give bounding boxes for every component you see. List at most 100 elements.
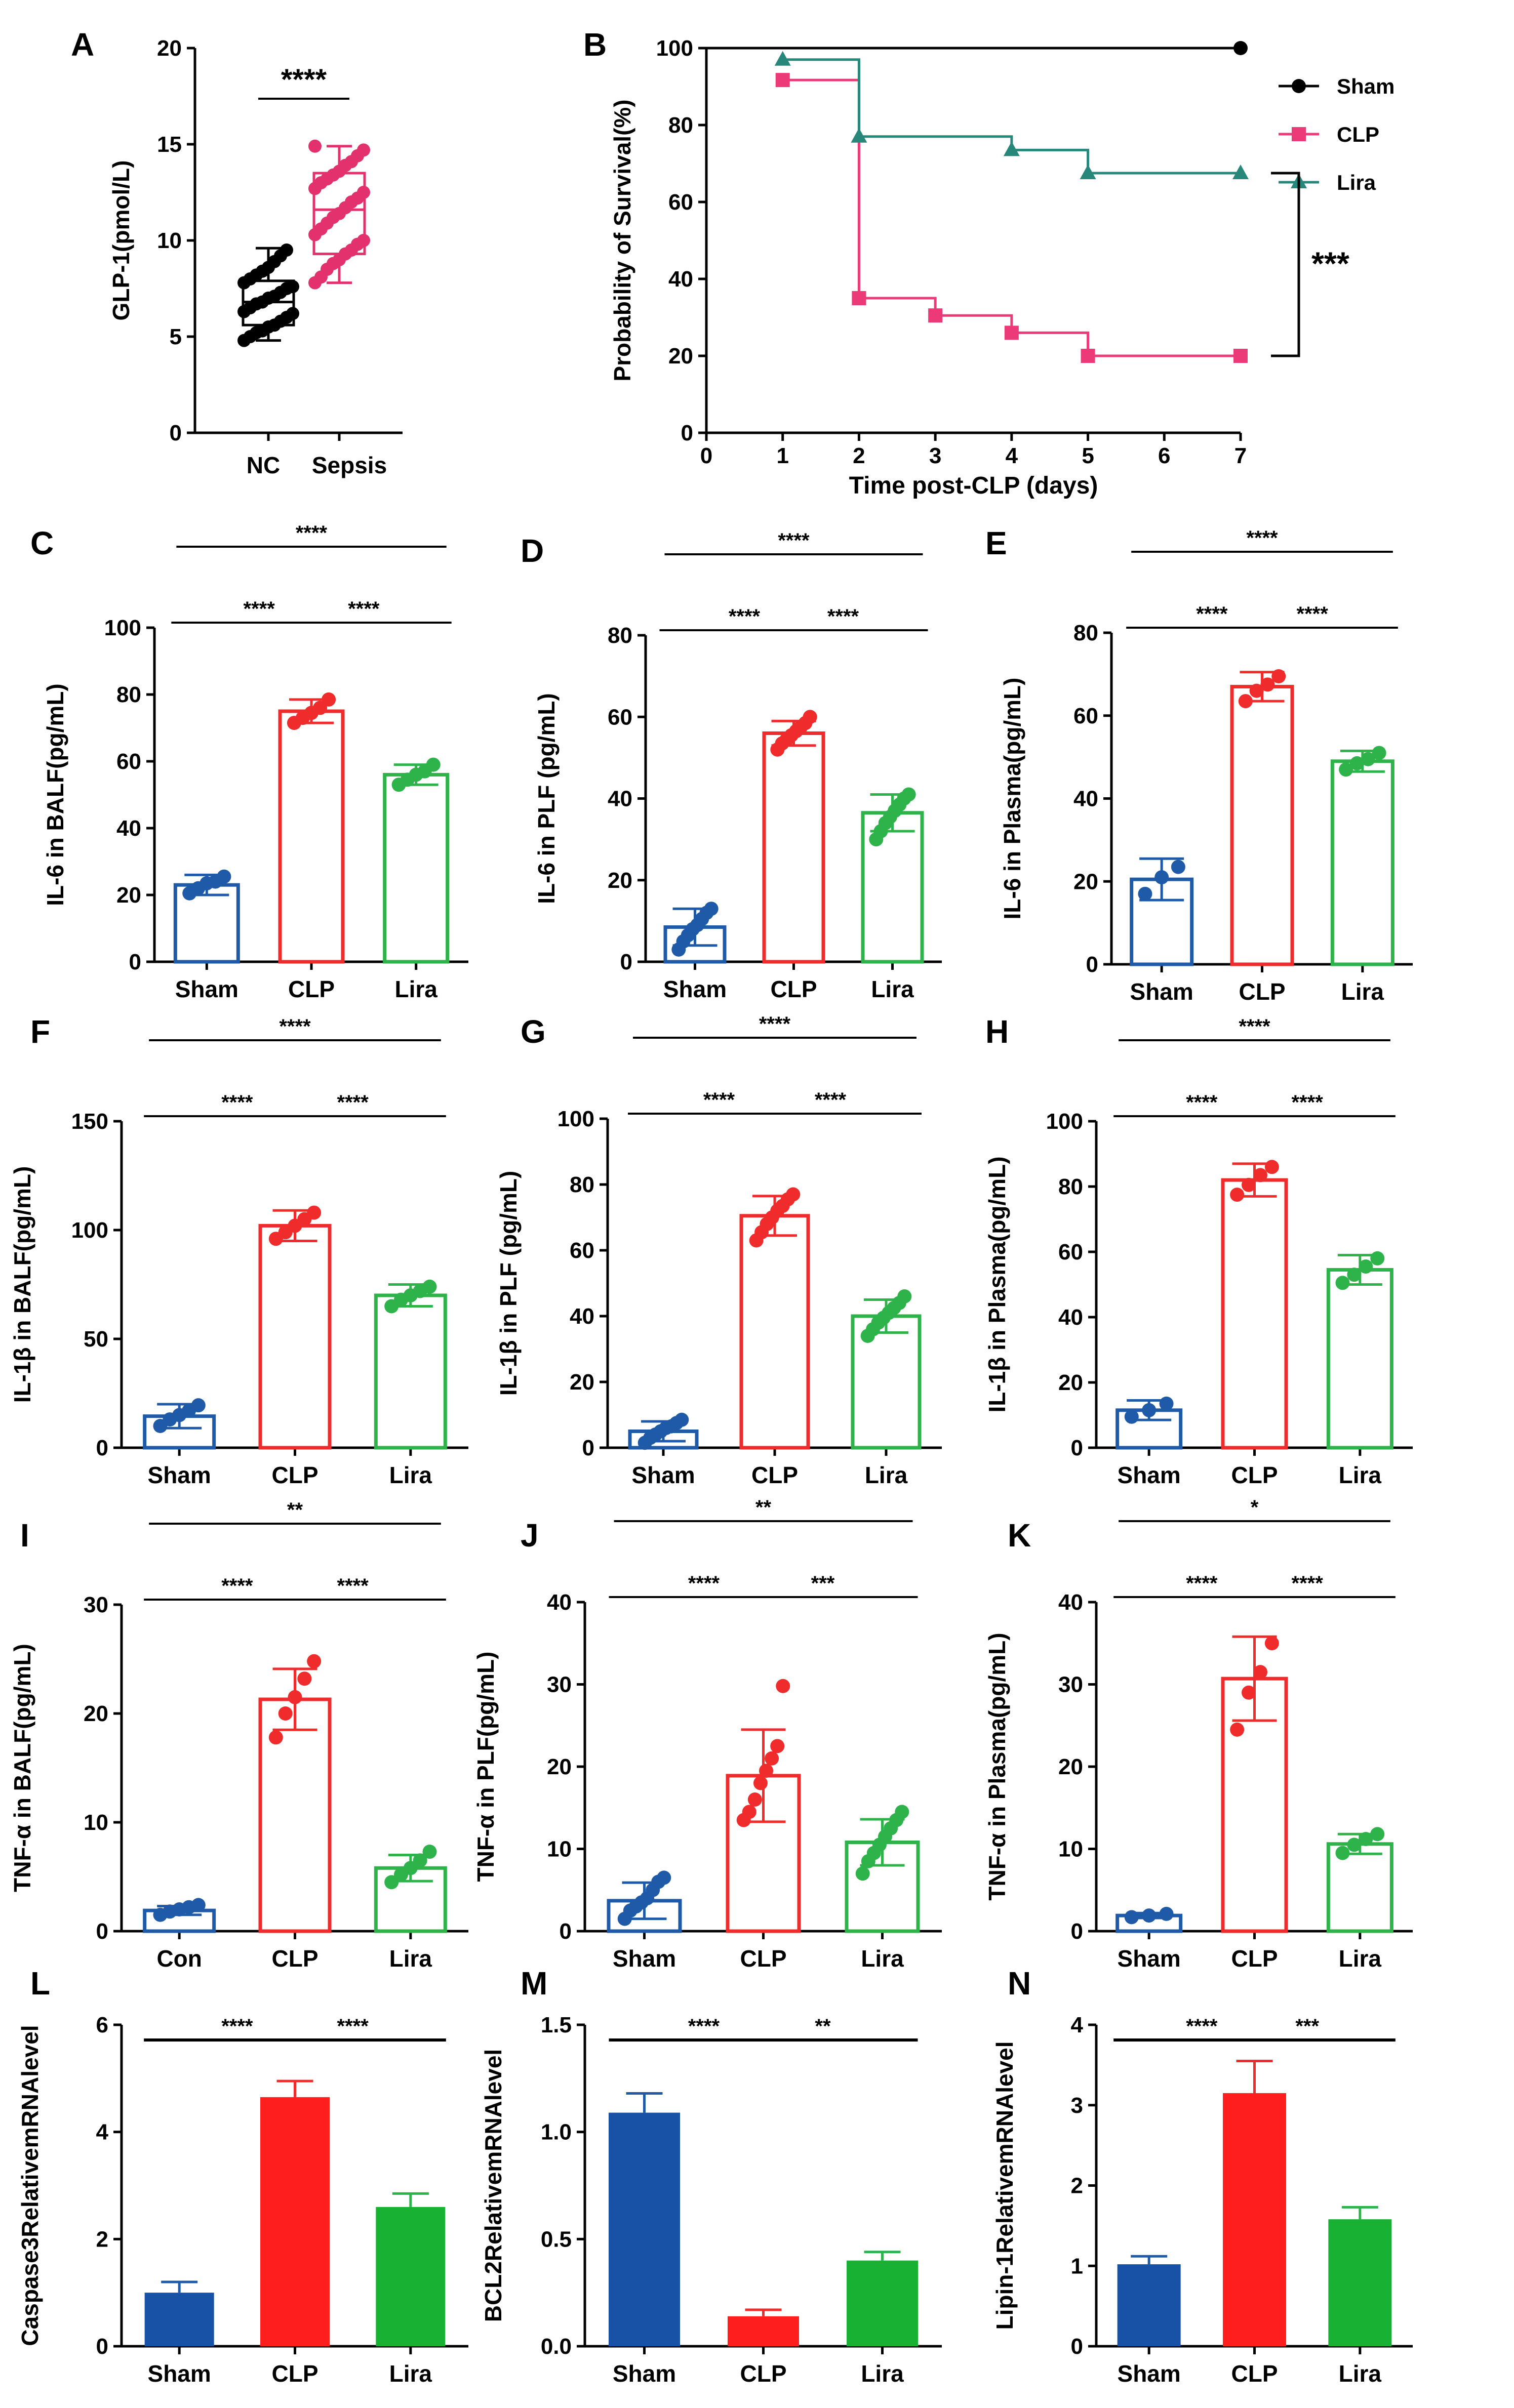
data-point bbox=[1142, 1908, 1157, 1923]
y-tick-label: 0 bbox=[170, 421, 182, 445]
x-tick-label: Lira bbox=[861, 2360, 904, 2387]
y-tick-label: 0 bbox=[620, 950, 632, 974]
y-tick-label: 1 bbox=[1071, 2254, 1083, 2278]
panel-label: K bbox=[1008, 1517, 1031, 1554]
data-point bbox=[786, 1187, 801, 1202]
series-marker bbox=[1232, 165, 1249, 179]
y-tick-label: 30 bbox=[547, 1672, 572, 1697]
y-tick-label: 0 bbox=[96, 1436, 108, 1460]
x-tick-label: CLP bbox=[771, 976, 817, 1002]
series-marker bbox=[1080, 165, 1096, 179]
chart-panel-l: L Caspase3RelativemRNAlevel 0 2 4 6 Sham CLP Lir… bbox=[17, 1965, 468, 2387]
data-point bbox=[413, 1853, 427, 1868]
data-point bbox=[1242, 1177, 1256, 1192]
data-point bbox=[770, 1739, 785, 1753]
data-point bbox=[1359, 1259, 1373, 1274]
data-point bbox=[753, 1776, 768, 1790]
x-tick-label: Sham bbox=[631, 1462, 695, 1488]
significance-label: **** bbox=[815, 1089, 847, 1111]
data-point bbox=[803, 710, 817, 724]
x-tick-label: Sham bbox=[175, 976, 238, 1002]
x-tick-label: Lira bbox=[1339, 2360, 1382, 2387]
chart-panel-c: C IL-6 in BALF(pg/mL) 0 20 40 60 80 100 Sham CLP L… bbox=[30, 522, 468, 1002]
data-point bbox=[268, 1730, 283, 1745]
x-tick-label: 2 bbox=[853, 443, 865, 468]
y-tick-label: 100 bbox=[557, 1107, 594, 1131]
y-tick-label: 4 bbox=[1071, 2013, 1084, 2037]
data-point bbox=[897, 1289, 912, 1303]
data-point bbox=[322, 692, 336, 707]
y-tick-label: 2 bbox=[1071, 2174, 1083, 2198]
y-tick-label: 15 bbox=[157, 132, 182, 157]
chart-panel-m: M BCL2RelativemRNAlevel 0.0 0.5 1.0 1.5 Sham CL… bbox=[480, 1965, 942, 2387]
significance-label: **** bbox=[778, 529, 810, 552]
series-marker bbox=[852, 291, 866, 305]
x-tick-label: 5 bbox=[1082, 443, 1094, 468]
y-axis-title: IL-6 in PLF (pg/mL) bbox=[533, 693, 560, 904]
y-axis-title: TNF-α in Plasma(pg/mL) bbox=[984, 1632, 1010, 1900]
legend-marker bbox=[1292, 79, 1306, 93]
bar bbox=[376, 2207, 446, 2346]
y-tick-label: 40 bbox=[1058, 1305, 1083, 1330]
bar bbox=[1221, 1178, 1288, 1450]
y-tick-label: 20 bbox=[608, 868, 632, 893]
bar bbox=[1230, 684, 1294, 966]
bar bbox=[144, 2293, 214, 2346]
x-tick-label: Sham bbox=[1118, 1945, 1181, 1972]
y-tick-label: 0 bbox=[96, 2334, 108, 2359]
y-tick-label: 30 bbox=[1058, 1672, 1083, 1697]
y-tick-label: 20 bbox=[570, 1370, 594, 1395]
panel-label: A bbox=[71, 26, 94, 63]
x-tick-label: 1 bbox=[776, 443, 788, 468]
significance-label: *** bbox=[1295, 2015, 1319, 2037]
x-tick-label: Sham bbox=[663, 976, 727, 1002]
data-point bbox=[308, 139, 322, 153]
panel-label: L bbox=[30, 1965, 50, 2002]
y-tick-label: 0 bbox=[1071, 1919, 1083, 1944]
x-tick-label: Sham bbox=[613, 1945, 676, 1972]
y-tick-label: 3 bbox=[1071, 2093, 1083, 2118]
x-tick-label: Con bbox=[156, 1945, 202, 1972]
data-point bbox=[1171, 860, 1185, 874]
bar bbox=[278, 709, 345, 964]
bar bbox=[728, 2316, 799, 2346]
y-tick-label: 20 bbox=[116, 883, 141, 908]
series-marker bbox=[774, 51, 791, 66]
significance-label: *** bbox=[811, 1572, 835, 1595]
x-tick-label: Lira bbox=[389, 2360, 432, 2387]
x-tick-label: CLP bbox=[751, 1462, 798, 1488]
bar bbox=[739, 1214, 810, 1450]
significance-label: **** bbox=[337, 1091, 369, 1114]
x-tick-label: CLP bbox=[1231, 2360, 1278, 2387]
data-point bbox=[357, 186, 370, 199]
y-tick-label: 1.5 bbox=[541, 2013, 572, 2037]
data-point bbox=[422, 1845, 437, 1859]
x-tick-label: Lira bbox=[871, 976, 914, 1002]
y-tick-label: 60 bbox=[1073, 704, 1098, 728]
bar bbox=[762, 731, 825, 964]
bar bbox=[1330, 759, 1395, 966]
panel-label: F bbox=[30, 1013, 50, 1050]
significance-label: ** bbox=[815, 2015, 831, 2037]
data-point bbox=[297, 1671, 312, 1686]
data-point bbox=[286, 307, 299, 320]
x-tick-label: Sham bbox=[613, 2360, 676, 2387]
y-tick-label: 60 bbox=[570, 1238, 594, 1263]
legend-label: Lira bbox=[1337, 171, 1376, 194]
y-tick-label: 40 bbox=[116, 816, 141, 841]
data-point bbox=[1349, 756, 1364, 770]
y-axis-title: TNF-α in BALF(pg/mL) bbox=[9, 1644, 35, 1892]
data-point bbox=[1361, 752, 1375, 766]
data-point bbox=[895, 1805, 909, 1819]
significance-label: ** bbox=[287, 1499, 303, 1521]
significance-label: *** bbox=[1311, 246, 1349, 282]
panel-label: I bbox=[20, 1517, 29, 1554]
y-tick-label: 5 bbox=[170, 324, 182, 349]
y-axis-title: IL-6 in BALF(pg/mL) bbox=[42, 683, 68, 906]
y-tick-label: 100 bbox=[1046, 1109, 1083, 1134]
y-tick-label: 80 bbox=[608, 623, 632, 648]
significance-label: **** bbox=[1292, 1091, 1324, 1114]
y-tick-label: 80 bbox=[570, 1172, 594, 1197]
y-tick-label: 150 bbox=[71, 1109, 108, 1134]
